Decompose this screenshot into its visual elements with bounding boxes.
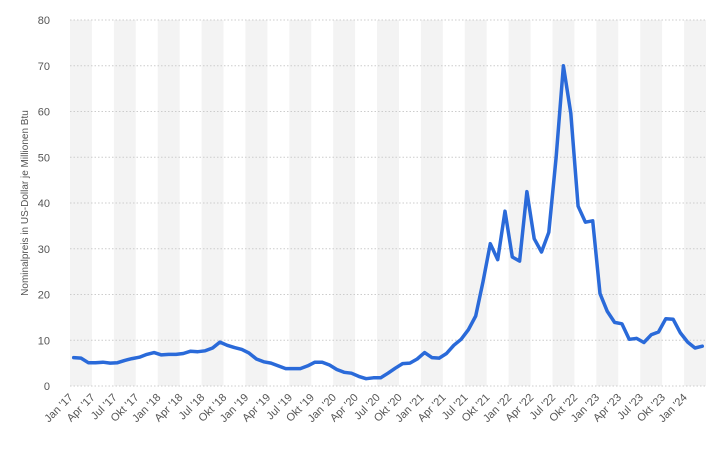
y-tick-label: 40	[38, 198, 50, 210]
background-band	[113, 20, 136, 386]
series-group	[71, 64, 705, 381]
y-tick-label: 60	[38, 107, 50, 119]
y-tick-label: 10	[38, 335, 50, 347]
y-tick-label: 0	[44, 381, 50, 393]
background-band	[289, 20, 312, 386]
background-band	[201, 20, 224, 386]
y-axis-title: Nominalpreis in US-Dollar je Millionen B…	[20, 110, 31, 296]
y-tick-label: 80	[38, 15, 50, 27]
y-tick-label: 20	[38, 290, 50, 302]
y-tick-label: 30	[38, 244, 50, 256]
y-axis-ticks: 0 10 20 30 40 50 60 70 80	[38, 15, 50, 393]
y-tick-label: 50	[38, 152, 50, 164]
series-line	[71, 64, 705, 381]
gridlines	[70, 19, 706, 387]
y-tick-label: 70	[38, 61, 50, 73]
